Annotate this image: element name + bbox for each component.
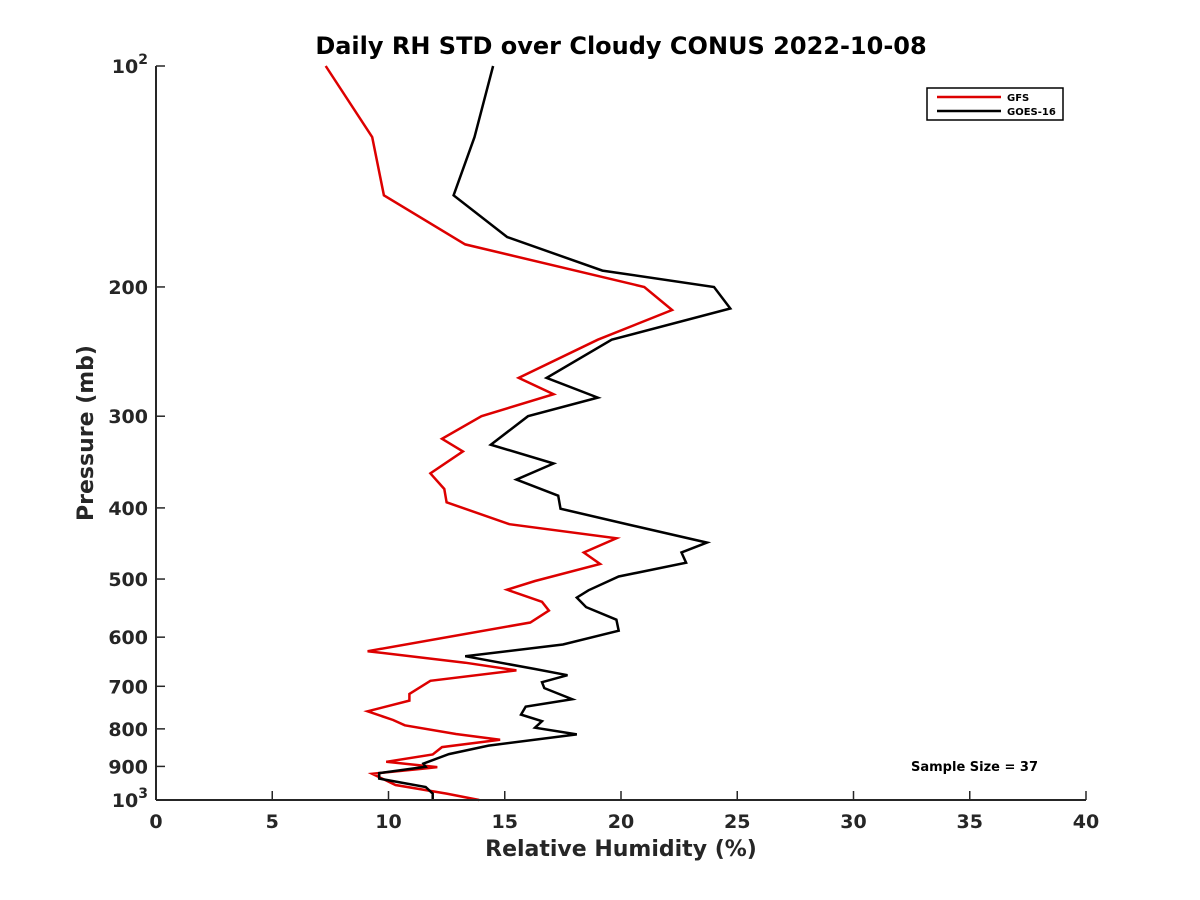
y-tick-label: 500 bbox=[108, 569, 148, 591]
y-tick-label: 900 bbox=[108, 756, 148, 778]
y-tick-label: 400 bbox=[108, 498, 148, 520]
x-tick-label: 0 bbox=[149, 811, 162, 833]
y-tick-label: 103 bbox=[112, 786, 148, 812]
y-axis-ticks: 102 200 300 400 500 600 700 800 900 103 bbox=[108, 52, 165, 812]
x-tick-label: 25 bbox=[724, 811, 750, 833]
x-axis-label: Relative Humidity (%) bbox=[485, 837, 757, 862]
legend: GFS GOES-16 bbox=[926, 87, 1064, 121]
sample-size-annotation: Sample Size = 37 bbox=[911, 760, 1038, 775]
x-tick-label: 5 bbox=[266, 811, 279, 833]
y-axis-label: Pressure (mb) bbox=[74, 345, 99, 521]
series-layer bbox=[324, 65, 733, 802]
chart-title: Daily RH STD over Cloudy CONUS 2022-10-0… bbox=[315, 32, 926, 60]
legend-box bbox=[926, 87, 1064, 121]
series-line-goes16 bbox=[377, 65, 733, 800]
x-tick-label: 10 bbox=[375, 811, 401, 833]
y-tick-label: 800 bbox=[108, 719, 148, 741]
legend-label-gfs: GFS bbox=[1007, 93, 1029, 104]
y-tick-label: 200 bbox=[108, 277, 148, 299]
legend-label-goes16: GOES-16 bbox=[1007, 107, 1056, 118]
x-axis-ticks: 0 5 10 15 20 25 30 35 40 bbox=[149, 791, 1099, 833]
y-tick-label: 700 bbox=[108, 676, 148, 698]
x-tick-label: 15 bbox=[492, 811, 518, 833]
x-tick-label: 35 bbox=[957, 811, 983, 833]
x-tick-label: 20 bbox=[608, 811, 634, 833]
series-line-gfs bbox=[324, 65, 675, 802]
y-tick-label: 300 bbox=[108, 406, 148, 428]
y-tick-label: 600 bbox=[108, 627, 148, 649]
y-tick-label: 102 bbox=[112, 52, 148, 78]
x-tick-label: 40 bbox=[1073, 811, 1099, 833]
x-tick-label: 30 bbox=[840, 811, 866, 833]
